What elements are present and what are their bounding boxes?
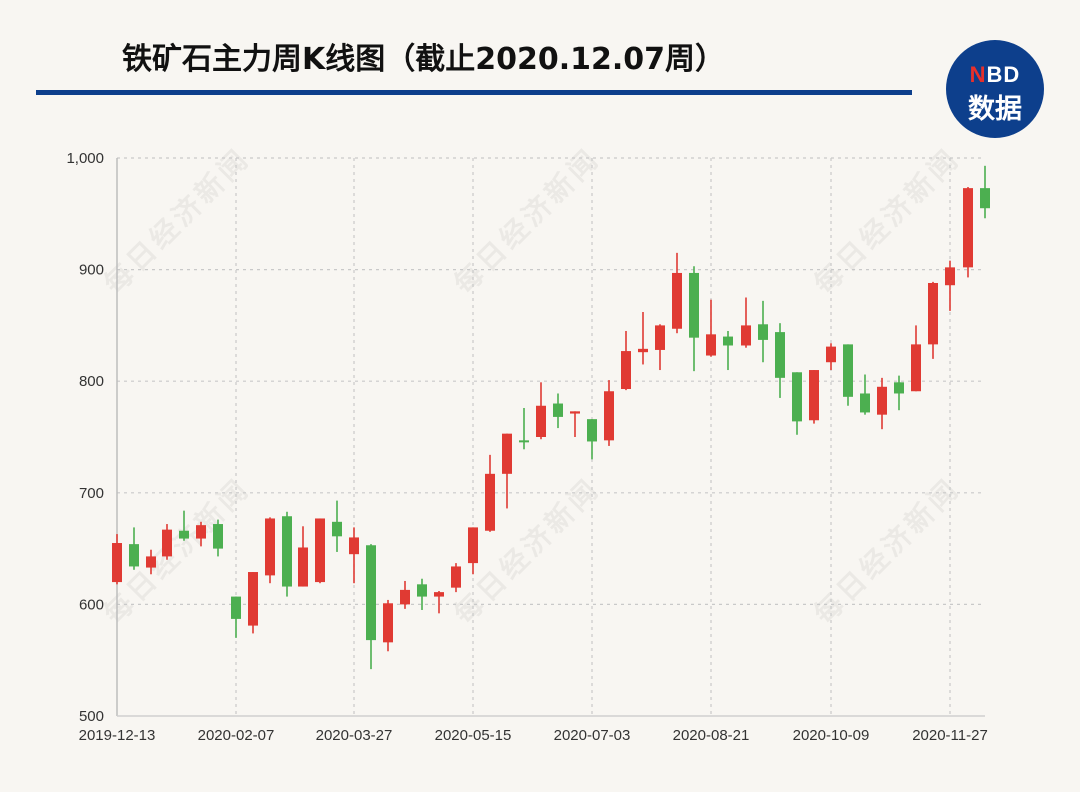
candle-up — [928, 281, 938, 359]
candle-up — [945, 260, 955, 311]
candle-down — [179, 510, 189, 541]
candle-up — [162, 524, 172, 560]
logo-data-text: 数据 — [968, 94, 1022, 125]
chart-title: 铁矿石主力周K线图（截止2020.12.07周） — [122, 42, 726, 77]
x-tick-label: 2020-07-03 — [554, 727, 631, 744]
candle-up — [400, 580, 410, 609]
x-tick-label: 2020-10-09 — [793, 727, 870, 744]
candle-up — [383, 599, 393, 652]
candle-up — [112, 534, 122, 585]
candle-up — [468, 527, 478, 575]
candle-down — [894, 375, 904, 411]
candle-up — [655, 324, 665, 371]
candle-up — [826, 343, 836, 371]
x-tick-label: 2020-03-27 — [316, 727, 393, 744]
candle-down — [758, 300, 768, 363]
chart-axes — [116, 158, 985, 717]
nbd-logo: NBD 数据 — [946, 40, 1044, 138]
candle-up — [248, 572, 258, 634]
candle-down — [332, 500, 342, 552]
candle-up — [741, 297, 751, 348]
candle-down — [792, 372, 802, 435]
candle-down — [213, 519, 223, 557]
candle-down — [775, 323, 785, 398]
candle-down — [843, 344, 853, 406]
candle-up — [146, 549, 156, 575]
x-axis-ticks: 2019-12-13 2020-02-07 2020-03-27 2020-05-15… — [79, 727, 988, 744]
candle-down — [689, 266, 699, 372]
candle-up — [604, 380, 614, 446]
y-tick-label: 500 — [79, 708, 104, 725]
candle-down — [366, 544, 376, 670]
candle-up — [349, 527, 359, 584]
y-tick-label: 700 — [79, 485, 104, 502]
x-tick-label: 2020-05-15 — [435, 727, 512, 744]
y-tick-label: 1,000 — [66, 150, 104, 167]
candle-up — [570, 411, 580, 437]
candle-down — [723, 330, 733, 371]
candle-down — [417, 578, 427, 610]
candle-up — [621, 330, 631, 391]
candle-up — [809, 370, 819, 424]
candles — [112, 165, 990, 670]
candle-up — [265, 517, 275, 584]
candle-down — [553, 393, 563, 429]
candle-down — [860, 374, 870, 415]
x-tick-label: 2020-11-27 — [912, 727, 988, 744]
x-tick-label: 2020-02-07 — [198, 727, 275, 744]
candle-up — [434, 591, 444, 614]
candle-up — [502, 433, 512, 509]
y-tick-label: 900 — [79, 262, 104, 279]
candle-up — [877, 377, 887, 430]
candle-up — [196, 521, 206, 547]
y-tick-label: 800 — [79, 373, 104, 390]
candle-down — [980, 165, 990, 219]
candle-up — [298, 526, 308, 587]
candle-up — [706, 299, 716, 357]
candle-up — [911, 325, 921, 392]
logo-nbd-text: NBD — [969, 62, 1021, 87]
x-tick-label: 2019-12-13 — [79, 727, 156, 744]
candle-up — [451, 563, 461, 593]
candle-down — [282, 511, 292, 597]
x-tick-label: 2020-08-21 — [673, 727, 750, 744]
candle-down — [231, 596, 241, 638]
title-underline — [36, 90, 912, 95]
chart-grid — [117, 157, 985, 716]
y-axis-ticks: 500 600 700 800 900 1,000 — [66, 150, 104, 725]
candle-up — [315, 518, 325, 584]
candle-up — [638, 312, 648, 365]
candle-down — [129, 527, 139, 570]
candle-up — [536, 382, 546, 440]
candle-down — [587, 419, 597, 460]
y-tick-label: 600 — [79, 596, 104, 613]
candle-up — [963, 187, 973, 278]
candle-down — [519, 407, 529, 450]
candle-up — [485, 454, 495, 532]
candle-up — [672, 252, 682, 334]
